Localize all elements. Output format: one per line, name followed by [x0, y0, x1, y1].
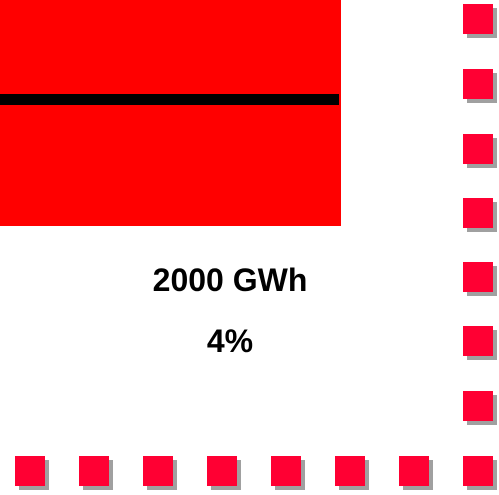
square-marker [463, 326, 493, 356]
square-marker [463, 4, 493, 34]
square-marker [15, 456, 45, 486]
square-marker [143, 456, 173, 486]
percent-value-label: 4% [206, 323, 254, 359]
square-marker [271, 456, 301, 486]
square-marker [463, 456, 493, 486]
red-block [0, 0, 341, 226]
square-marker [463, 134, 493, 164]
square-marker [463, 262, 493, 292]
energy-value-label: 2000 GWh [152, 262, 308, 298]
square-marker [463, 69, 493, 99]
square-marker [399, 456, 429, 486]
black-bar [0, 94, 339, 105]
square-marker [207, 456, 237, 486]
square-marker [79, 456, 109, 486]
square-marker [463, 391, 493, 421]
square-marker [335, 456, 365, 486]
square-marker [463, 198, 493, 228]
